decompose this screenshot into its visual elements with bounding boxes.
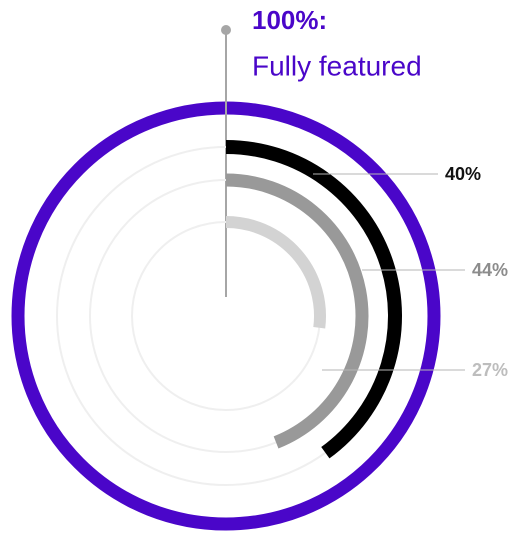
progress-arc [225,140,402,459]
total-caption: Fully featured [252,50,422,81]
progress-arc [225,173,369,449]
pointer-dot [221,25,231,35]
value-label: 27% [472,360,508,380]
value-label: 44% [472,260,508,280]
total-label: 100%: [252,5,327,35]
value-label: 40% [445,164,481,184]
progress-arc [225,216,326,329]
